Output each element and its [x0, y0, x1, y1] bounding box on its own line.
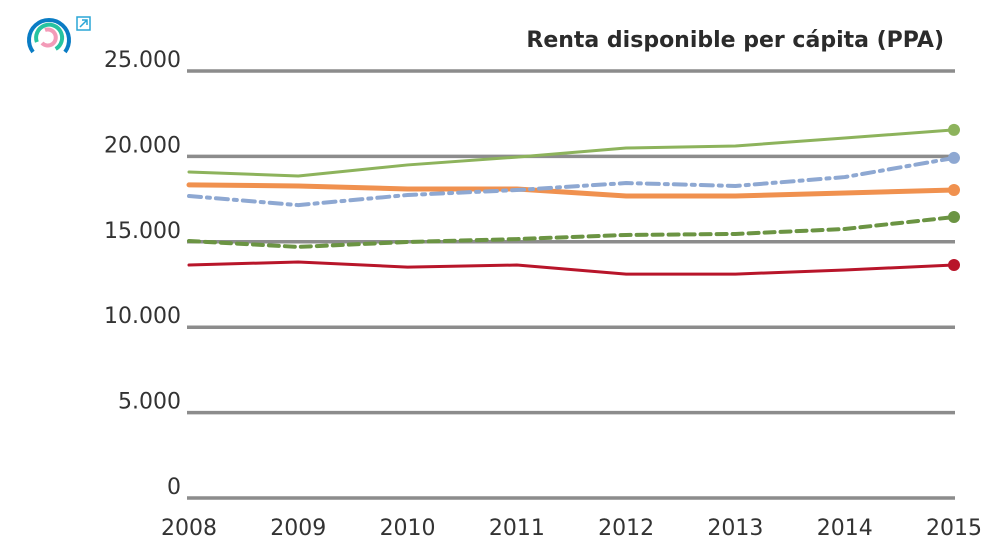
x-tick-label: 2008	[161, 516, 217, 541]
x-tick-label: 2013	[707, 516, 763, 541]
series-line-1	[186, 182, 957, 199]
y-tick-label: 5.000	[118, 390, 181, 415]
series-end-point-1	[948, 184, 960, 197]
series-line-2	[187, 155, 956, 208]
series-line-3	[187, 215, 956, 249]
series-end-point-4	[948, 259, 960, 272]
y-tick-label: 10.000	[104, 304, 181, 329]
x-tick-label: 2015	[926, 516, 982, 541]
y-tick-label: 0	[167, 475, 181, 500]
chart-title: Renta disponible per cápita (PPA)	[526, 28, 944, 53]
series-end-point-0	[948, 123, 960, 136]
y-tick-label: 20.000	[104, 133, 181, 158]
x-tick-label: 2012	[598, 516, 654, 541]
x-tick-label: 2010	[380, 516, 436, 541]
series-end-point-3	[948, 211, 960, 224]
y-tick-label: 25.000	[104, 48, 181, 73]
y-tick-label: 15.000	[104, 219, 181, 244]
series-line-4	[187, 260, 956, 276]
x-tick-label: 2009	[270, 516, 326, 541]
external-link-icon[interactable]	[76, 16, 91, 31]
x-tick-label: 2011	[489, 516, 545, 541]
logo-icon	[27, 18, 71, 54]
series-line-0	[187, 128, 956, 178]
series-end-point-2	[948, 151, 960, 164]
x-tick-label: 2014	[817, 516, 873, 541]
